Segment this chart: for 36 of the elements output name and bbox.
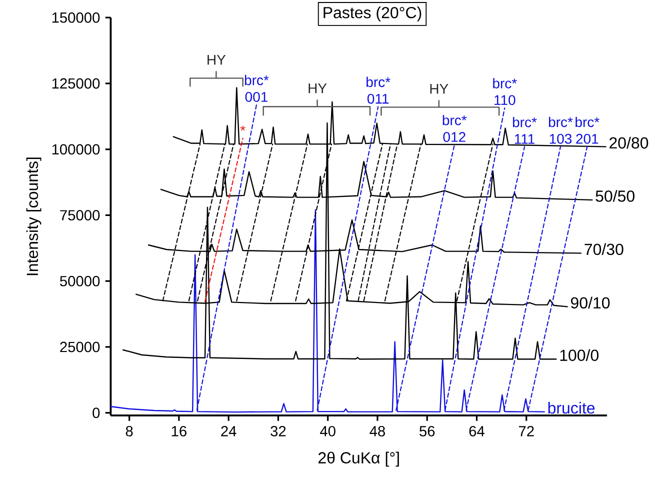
series-label: 100/0 [560, 349, 598, 361]
annotation: HY [308, 84, 327, 94]
x-axis-title: 2θ CuKα [°] [318, 452, 399, 467]
annotation: brc* 111 [512, 116, 537, 144]
annotation: HY [430, 84, 448, 94]
y-tick-label: 150000 [52, 12, 100, 23]
y-tick-label: 25000 [60, 342, 100, 352]
x-tick-label: 24 [221, 426, 236, 436]
x-tick-label: 40 [320, 426, 336, 436]
annotation: brc* 110 [493, 78, 517, 106]
y-tick-label: 125000 [52, 78, 100, 89]
y-tick-label: 0 [92, 408, 100, 418]
annotation: brc* 011 [366, 76, 390, 104]
annotation: HY [208, 55, 226, 65]
annotation: brc* 012 [442, 114, 467, 142]
series-label: 50/50 [596, 190, 634, 202]
series-label: brucite [548, 402, 595, 414]
annotation: brc* 103 [548, 116, 573, 144]
series-label: 90/10 [571, 296, 610, 309]
annotation: brc* 001 [244, 74, 269, 102]
chart-title: Pastes (20°C) [324, 6, 422, 22]
series-label: 70/30 [584, 243, 624, 256]
y-tick-label: 75000 [60, 210, 100, 220]
annotation: brc* 201 [576, 116, 600, 144]
annotation: * [240, 126, 246, 131]
x-tick-label: 64 [469, 426, 484, 436]
y-axis-title: Intensity [counts] [26, 158, 42, 276]
series-label: 20/80 [610, 136, 648, 149]
x-tick-label: 56 [420, 426, 435, 436]
y-tick-label: 100000 [52, 144, 100, 155]
x-tick-label: 16 [172, 426, 186, 436]
x-tick-label: 32 [270, 426, 286, 436]
y-tick-label: 50000 [60, 276, 100, 286]
x-tick-label: 72 [518, 426, 534, 436]
x-tick-label: 8 [126, 426, 133, 436]
x-tick-label: 48 [370, 426, 385, 436]
